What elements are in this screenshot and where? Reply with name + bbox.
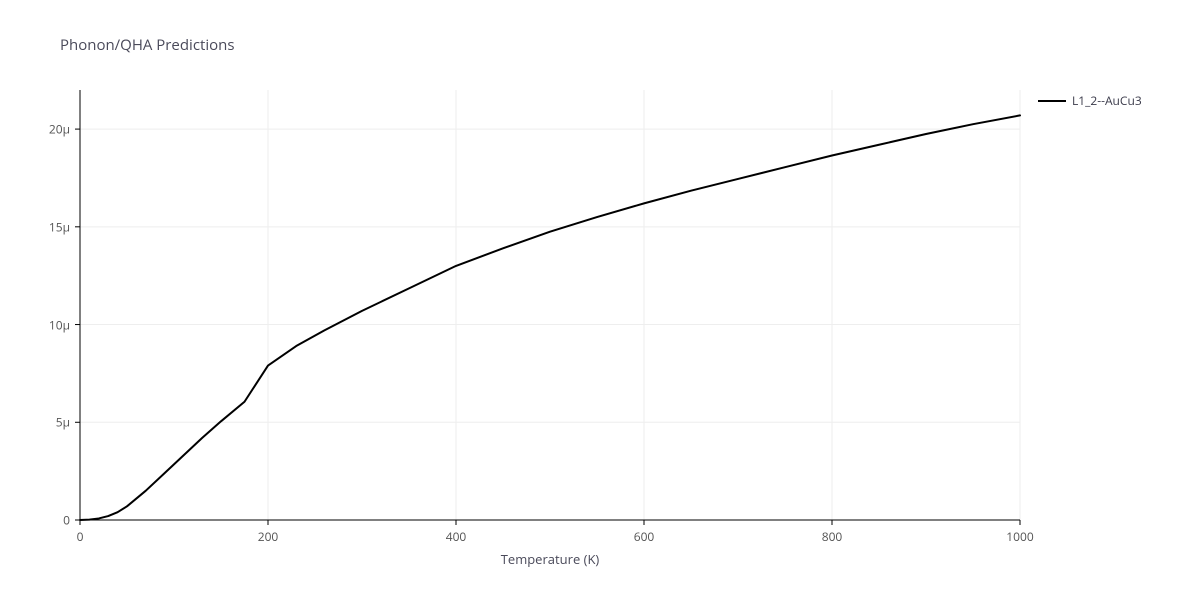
x-tick-label: 400 [446, 528, 467, 545]
x-tick-label: 200 [258, 528, 279, 545]
chart-container: Phonon/QHA Predictions Thermal expansion… [0, 0, 1200, 600]
y-tick-label: 20μ [40, 121, 70, 138]
legend-line-icon [1038, 100, 1066, 102]
x-tick-label: 0 [77, 528, 84, 545]
x-tick-label: 1000 [1006, 528, 1033, 545]
chart-title: Phonon/QHA Predictions [60, 35, 235, 55]
y-tick-label: 0 [40, 512, 70, 529]
y-tick-label: 10μ [40, 316, 70, 333]
x-tick-label: 800 [822, 528, 843, 545]
x-axis-label: Temperature (K) [80, 550, 1020, 568]
legend: L1_2--AuCu3 [1038, 92, 1142, 109]
legend-series-label: L1_2--AuCu3 [1072, 92, 1142, 109]
y-tick-label: 15μ [40, 218, 70, 235]
y-tick-label: 5μ [40, 414, 70, 431]
plot-area [80, 90, 1020, 520]
x-tick-label: 600 [634, 528, 655, 545]
